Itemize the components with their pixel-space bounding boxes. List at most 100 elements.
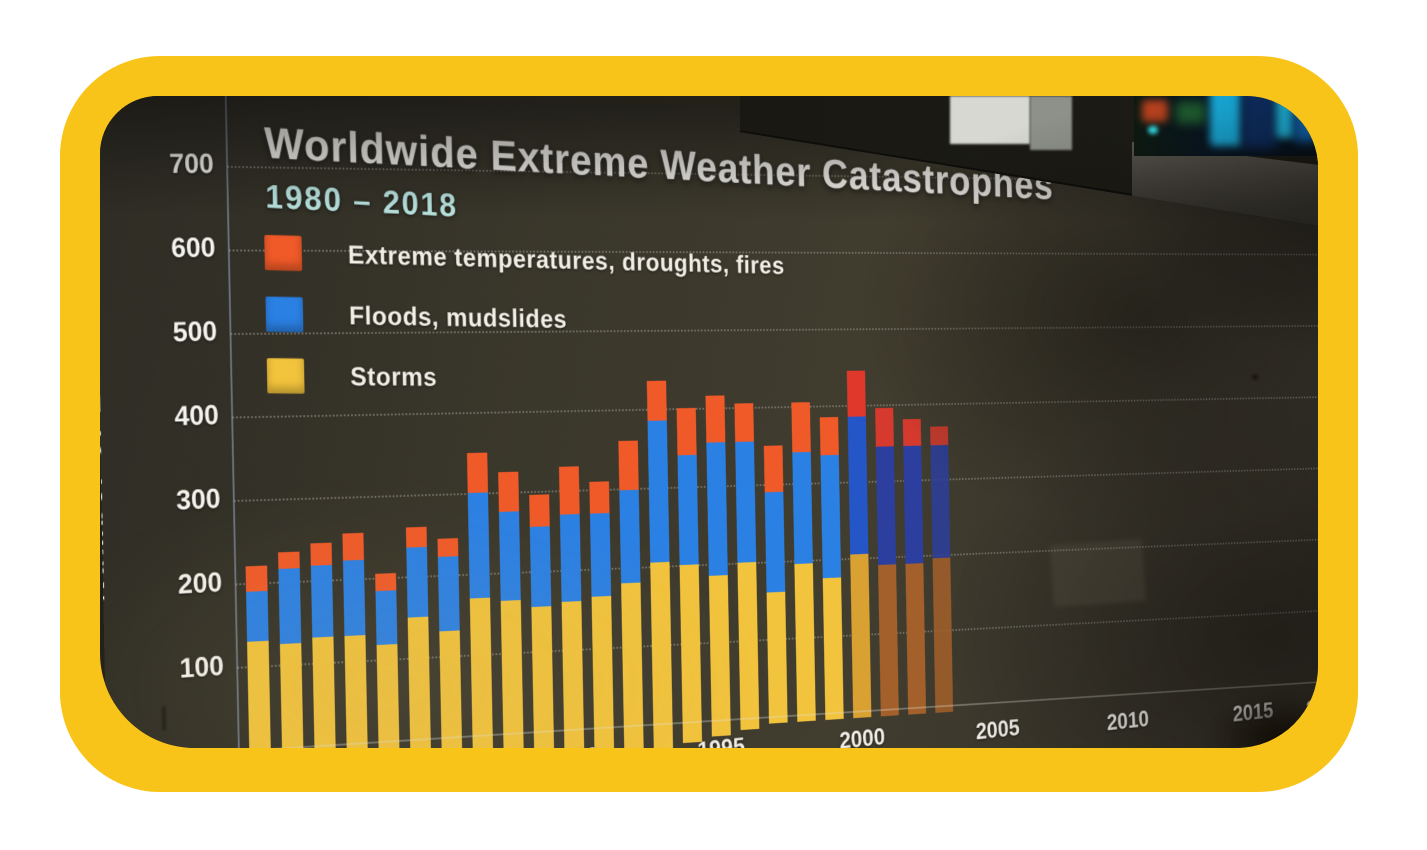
y-tick-label-100: 100: [178, 650, 225, 684]
display-cyan-bar: [1210, 96, 1242, 146]
y-tick-label-500: 500: [172, 315, 218, 348]
bar-1988: [497, 471, 524, 748]
y-tick-label-700: 700: [168, 148, 215, 179]
bar-2001: [874, 408, 899, 717]
wall-bright-patch: [950, 96, 1030, 144]
bar-1990-storms: [561, 601, 585, 748]
bar-1994: [676, 407, 702, 744]
bar-1982-floods: [310, 564, 333, 639]
wall-gray-patch: [1030, 96, 1072, 150]
bar-1992-extreme: [617, 440, 639, 491]
photo-scene: Number of Events Worldwide Extreme Weath…: [100, 96, 1318, 748]
bar-1991-extreme: [588, 480, 610, 514]
x-tick-label-2005: 2005: [975, 713, 1021, 745]
bar-1989-storms: [530, 606, 555, 748]
y-tick-label-600: 600: [170, 231, 217, 264]
bar-1992-storms: [620, 582, 644, 748]
y-tick-label-400: 400: [173, 399, 220, 432]
screen-smudge: [161, 706, 167, 731]
display-blue-bar: [1294, 96, 1318, 142]
bar-1995: [705, 395, 731, 737]
bar-1984: [374, 572, 400, 748]
bar-1993-storms: [649, 561, 673, 748]
bar-2002-storms: [905, 562, 926, 715]
bar-2000: [846, 370, 871, 719]
bar-1983-extreme: [341, 533, 364, 561]
display-green-glow: [1176, 102, 1206, 124]
legend-row-storms: Storms: [266, 356, 787, 398]
bar-2002: [902, 418, 926, 715]
legend-row-extreme-temperatures: Extreme temperatures, droughts, fires: [264, 233, 785, 284]
bar-2000-storms: [849, 553, 871, 719]
legend-label: Floods, mudslides: [348, 300, 568, 333]
bar-1981-extreme: [277, 551, 300, 570]
bar-1987-storms: [469, 597, 494, 748]
bar-2002-extreme: [902, 418, 921, 446]
bar-1999: [819, 416, 844, 721]
bar-1990-extreme: [558, 465, 580, 515]
bar-1995-floods: [705, 442, 728, 576]
bar-1991-floods: [589, 512, 611, 597]
bar-1980-extreme: [245, 565, 268, 592]
bar-1982-storms: [311, 637, 337, 748]
screen-reflection: [1049, 538, 1147, 608]
bar-1984-storms: [376, 643, 400, 748]
bar-1997-floods: [764, 491, 785, 593]
bar-1983: [341, 533, 369, 748]
bar-2001-floods: [875, 446, 896, 565]
bar-1997-extreme: [763, 444, 783, 492]
bar-1985-storms: [407, 616, 432, 748]
bar-1985: [405, 526, 432, 748]
bar-1980-floods: [245, 590, 269, 642]
bar-1998-extreme: [790, 401, 811, 453]
bar-1987-extreme: [466, 452, 488, 494]
bar-1986-floods: [437, 556, 460, 632]
bar-1990-floods: [559, 513, 581, 602]
bar-1996-floods: [734, 441, 756, 563]
bar-1994-storms: [679, 564, 702, 744]
legend-row-floods: Floods, mudslides: [265, 295, 785, 342]
bar-1985-floods: [405, 547, 428, 618]
bar-1999-extreme: [819, 416, 839, 456]
chart-subtitle: 1980 – 2018: [264, 178, 459, 225]
bar-1983-storms: [344, 635, 369, 748]
y-axis-line: [224, 96, 243, 748]
bar-1985-extreme: [405, 526, 427, 548]
y-tick-label-300: 300: [175, 482, 222, 516]
bar-1980-storms: [246, 640, 272, 748]
bar-2003-storms: [932, 557, 953, 713]
bar-1995-storms: [708, 574, 731, 737]
bar-1981-floods: [277, 568, 301, 644]
bar-1989: [528, 494, 555, 748]
bar-2003-floods: [930, 444, 950, 559]
bar-1997: [763, 444, 788, 724]
bar-1986-extreme: [437, 537, 458, 558]
display-navy-bar: [1242, 96, 1278, 148]
bar-2002-floods: [902, 445, 923, 564]
bar-1981-storms: [279, 642, 304, 748]
dust-speck: [1252, 374, 1258, 380]
bar-1991-storms: [591, 595, 614, 748]
bar-1986: [437, 537, 463, 748]
bar-1988-floods: [498, 511, 521, 601]
x-tick-label-2000: 2000: [838, 722, 886, 748]
legend-swatch-icon: [264, 234, 303, 272]
bar-1996: [734, 402, 759, 731]
display-red-glow: [1142, 100, 1168, 122]
y-tick-label-200: 200: [177, 566, 223, 600]
legend: Extreme temperatures, droughts, fires Flo…: [264, 233, 787, 419]
bar-1983-floods: [342, 560, 365, 637]
bar-1999-floods: [820, 455, 841, 579]
bar-1988-storms: [500, 599, 524, 748]
secondary-display: [1134, 96, 1318, 156]
x-tick-label-2010: 2010: [1106, 705, 1150, 736]
legend-label: Extreme temperatures, droughts, fires: [347, 239, 785, 279]
bar-2000-extreme: [846, 370, 866, 417]
legend-swatch-icon: [265, 296, 304, 333]
bar-1990: [558, 465, 585, 748]
bar-1987: [466, 452, 494, 748]
bar-1997-storms: [766, 591, 788, 724]
bar-1980: [245, 565, 272, 748]
bar-1993-floods: [647, 420, 670, 563]
